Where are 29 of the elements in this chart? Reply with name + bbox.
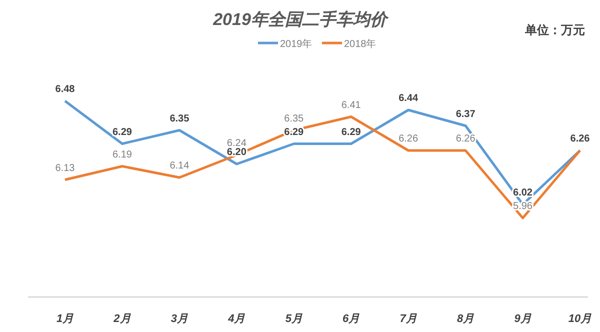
- x-tick-label: 7月: [400, 313, 417, 325]
- data-label: 6.29: [341, 126, 362, 138]
- x-tick-label: 8月: [456, 313, 474, 325]
- x-tick-label: 5月: [285, 313, 302, 325]
- data-label: 6.14: [170, 160, 190, 172]
- data-label: 6.35: [170, 113, 190, 124]
- data-label: 6.29: [112, 126, 132, 138]
- data-label: 6.24: [226, 138, 247, 149]
- data-label: 6.37: [456, 108, 476, 120]
- x-tick-label: 9月: [514, 313, 532, 325]
- x-tick-label: 3月: [170, 313, 188, 325]
- text: 单位：万元: [524, 23, 585, 37]
- x-tick-label: 2月: [112, 313, 131, 325]
- data-label: 6.26: [570, 134, 590, 144]
- data-label: 6.41: [341, 100, 362, 111]
- x-tick-label: 6月: [342, 313, 360, 325]
- legend-label: 2019年: [280, 38, 312, 50]
- data-label: 6.13: [55, 162, 76, 174]
- legend-label: 2018年: [344, 38, 376, 50]
- data-label: 6.19: [112, 149, 132, 160]
- data-label: 6.44: [398, 93, 418, 104]
- data-label: 6.26: [398, 134, 418, 144]
- x-tick-label: 10月: [568, 313, 592, 325]
- x-tick-label: 1月: [56, 313, 74, 325]
- data-label: 6.48: [55, 84, 76, 95]
- chart-title: 2019年全国二手车均价: [212, 10, 390, 29]
- data-label: 6.35: [284, 113, 304, 124]
- x-tick-label: 4月: [227, 313, 246, 325]
- data-label: 6.26: [456, 134, 476, 144]
